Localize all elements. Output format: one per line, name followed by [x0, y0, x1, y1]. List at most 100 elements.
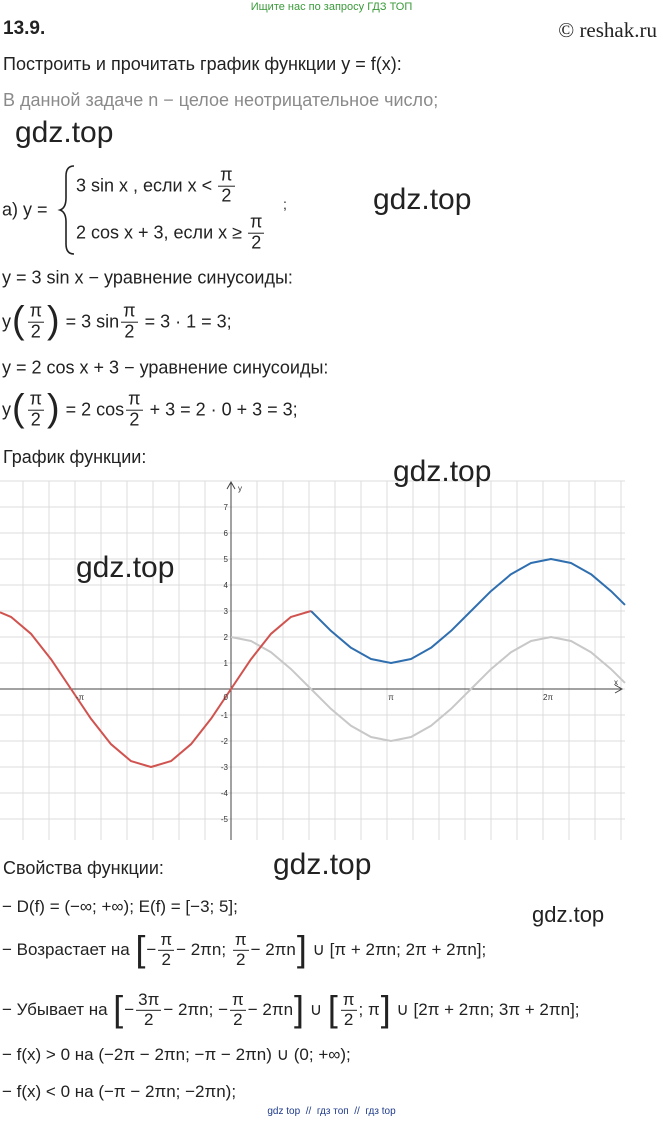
- numerator: π: [230, 989, 246, 1011]
- text: − 2πn: [250, 940, 296, 959]
- grid: [0, 480, 625, 840]
- text: ∪: [304, 1000, 327, 1019]
- site-name: © reshak.ru: [558, 18, 657, 42]
- origin-label: 0: [224, 693, 229, 702]
- text: −: [124, 1000, 135, 1019]
- x-arrow: [614, 684, 624, 694]
- formula-line: y = 2 cos x + 3 − уравнение синусоиды:: [2, 358, 328, 379]
- text: y = 2 cos x + 3 − уравнение синусоиды:: [2, 357, 329, 378]
- task: Построить и прочитать график функции y =…: [3, 54, 402, 74]
- y-tick-label: 5: [224, 555, 229, 564]
- banner: Ищите нас по запросу ГДЗ ТОП: [250, 1, 413, 13]
- bracket: [: [135, 929, 146, 970]
- x-axis-label: x: [614, 678, 618, 687]
- properties-title: Свойства функции:: [3, 858, 164, 878]
- numerator: π: [232, 929, 249, 951]
- numerator: π: [218, 164, 235, 187]
- bracket: ]: [296, 929, 307, 970]
- sin-curve: [0, 610, 312, 768]
- denominator: 2: [161, 949, 171, 969]
- formula-line: y(π 2) = 2 cos π 2 + 3 = 2 · 0 + 3 = 3;: [2, 388, 298, 431]
- numerator: 3π: [136, 989, 162, 1011]
- case-end: ;: [283, 196, 287, 212]
- formula-line: y = 3 sin x − уравнение синусоиды:: [2, 268, 293, 289]
- brace: [57, 165, 75, 255]
- note: В данной задаче n − целое неотрицательно…: [3, 90, 439, 110]
- text: − Убывает на: [2, 1000, 113, 1019]
- y-tick-label: 3: [224, 607, 229, 616]
- text: y: [2, 311, 11, 332]
- numerator: π: [340, 989, 357, 1011]
- text: + 3 = 2 · 0 + 3 = 3;: [144, 399, 298, 420]
- watermark: gdz.top: [532, 902, 605, 927]
- text: −: [146, 940, 157, 959]
- y-axis-label: y: [238, 484, 242, 493]
- denominator: 2: [30, 409, 41, 430]
- formula-line: − f(x) > 0 на (−2π − 2πn; −π − 2πn) ∪ (0…: [2, 1045, 351, 1065]
- denominator: 2: [124, 321, 135, 342]
- function-graph: 7 6 5 4 3 2 1 -1 -2 -3 -4 -5 -π π 2π 0 x y: [0, 480, 626, 840]
- bracket: [: [113, 989, 124, 1030]
- watermark: gdz.top: [393, 455, 492, 488]
- y-arrow: [226, 480, 236, 490]
- formula-line: y(π 2) = 3 sin π 2 = 3 · 1 = 3;: [2, 300, 232, 343]
- y-tick-label: -5: [221, 815, 229, 824]
- text: − f(x) < 0 на (−π − 2πn; −2πn);: [2, 1082, 237, 1101]
- text: − 2πn: [247, 1000, 294, 1019]
- formula-line: − f(x) < 0 на (−π − 2πn; −2πn);: [2, 1082, 236, 1102]
- text: − Возрастает на: [2, 940, 135, 959]
- formula-line: − D(f) = (−∞; +∞); E(f) = [−3; 5];: [2, 897, 238, 917]
- bracket: ): [47, 300, 60, 343]
- text: ∪ [2π + 2πn; 3π + 2πn];: [391, 1000, 580, 1019]
- y-tick-label: -3: [221, 763, 229, 772]
- formula-line: − Убывает на [−3π 2− 2πn; − π 2− 2πn] ∪ [π 2…: [2, 989, 580, 1030]
- denominator: 2: [251, 232, 262, 253]
- denominator: 2: [221, 185, 232, 206]
- y-tick-label: -2: [221, 737, 229, 746]
- numerator: π: [27, 300, 45, 323]
- denominator: 2: [233, 1009, 243, 1029]
- case-expr: 3 sin x , если x <: [76, 175, 213, 196]
- numerator: π: [158, 929, 175, 951]
- x-tick-label: -π: [76, 693, 85, 702]
- text: − D(f) = (−∞; +∞); E(f) = [−3; 5];: [2, 897, 238, 916]
- case: 3 sin x , если x < π 2: [76, 164, 237, 207]
- bracket: ]: [294, 989, 304, 1030]
- fraction: 3π 2: [136, 989, 162, 1029]
- denominator: 2: [343, 1009, 354, 1029]
- problem-number: 13.9.: [3, 18, 46, 39]
- bracket: ]: [380, 989, 391, 1030]
- numerator: π: [27, 388, 45, 411]
- y-tick-label: -1: [221, 711, 229, 720]
- bracket: (: [12, 300, 25, 343]
- cos-curve: [230, 635, 626, 743]
- y-tick-label: 7: [224, 503, 229, 512]
- text: ∪ [π + 2πn; 2π + 2πn];: [307, 940, 487, 959]
- y-tick-label: 1: [224, 659, 229, 668]
- bracket: (: [12, 388, 25, 431]
- text: y: [2, 399, 11, 420]
- watermark: gdz.top: [15, 116, 114, 149]
- text: y = 3 sin x − уравнение синусоиды:: [2, 267, 293, 288]
- watermark: gdz.top: [273, 848, 372, 881]
- footer: gdz top // гдз топ // гдз top: [267, 1106, 396, 1117]
- y-tick-label: -4: [221, 789, 229, 798]
- x-tick-label: 2π: [543, 693, 553, 702]
- y-tick-label: 4: [224, 581, 229, 590]
- text: − 2πn; −: [163, 1000, 229, 1019]
- watermark: gdz.top: [373, 183, 472, 216]
- numerator: π: [248, 211, 265, 234]
- text: − 2πn;: [176, 940, 231, 959]
